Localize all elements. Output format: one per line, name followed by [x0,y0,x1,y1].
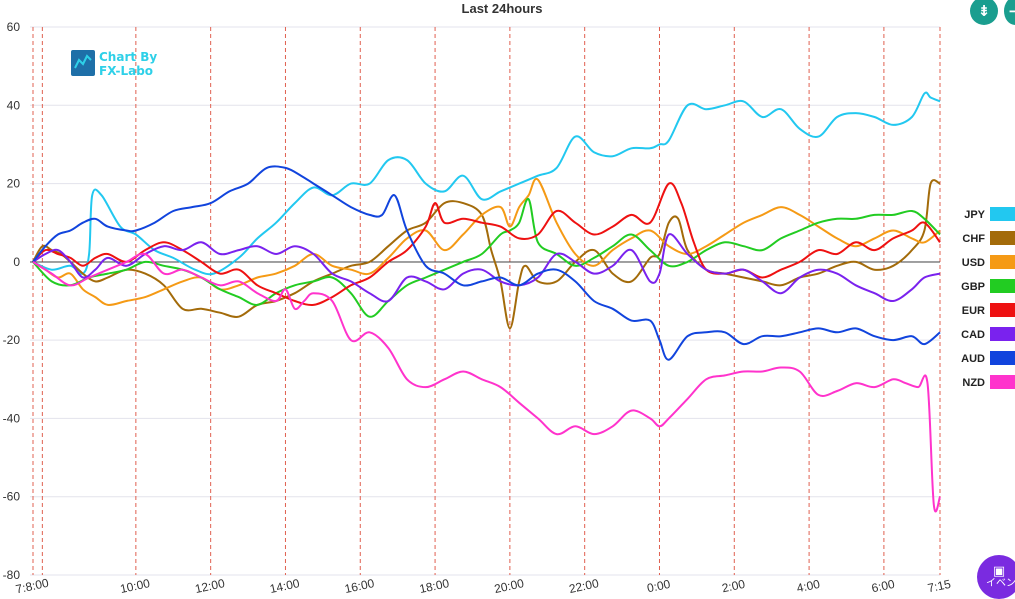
series-line-aud [32,165,941,361]
legend-label-aud: AUD [961,353,985,365]
legend-swatch-eur [990,303,1015,317]
y-tick-label: -80 [3,568,21,582]
event-button-label: イベン [986,578,1015,589]
y-tick-label: 60 [7,20,21,34]
x-tick-label: 7:15 [926,577,952,596]
legend-label-chf: CHF [962,233,985,245]
series-line-nzd [32,252,941,513]
x-tick-label: 6:00 [870,577,896,596]
series-line-eur [32,182,941,307]
y-tick-label: -60 [3,490,21,504]
x-axis: 7:8:00 10:00 12:00 14:00 16:00 18:00 20:00 22:0… [14,576,952,597]
legend-label-cad: CAD [961,329,985,341]
legend: JPY CHF USD GBP EUR CAD AUD NZD [961,207,1015,389]
time-markers [32,27,941,575]
compress-icon: ⇟ [977,2,991,20]
legend-swatch-gbp [990,279,1015,293]
legend-swatch-chf [990,231,1015,245]
legend-label-gbp: GBP [961,281,985,293]
event-button[interactable]: ▣ イベン [977,555,1015,599]
x-tick-label: 22:00 [568,576,601,596]
series-line-usd [32,177,941,306]
legend-label-jpy: JPY [964,209,985,221]
x-tick-label: 0:00 [646,577,672,596]
gridlines [30,26,940,576]
legend-label-eur: EUR [962,305,985,317]
series-line-chf [32,179,941,330]
logo-line1: Chart By [99,50,157,64]
series-lines [32,91,941,513]
legend-swatch-nzd [990,375,1015,389]
legend-swatch-cad [990,327,1015,341]
x-tick-label: 7:8:00 [14,576,50,597]
x-tick-label: 18:00 [418,576,451,596]
y-tick-label: 0 [13,255,20,269]
chart-title: Last 24hours [462,1,543,16]
x-tick-label: 4:00 [795,577,821,596]
legend-swatch-jpy [990,207,1015,221]
logo-line2: FX-Labo [99,64,153,78]
calendar-icon: ▣ [992,564,1006,579]
y-tick-label: 40 [7,98,21,112]
legend-label-nzd: NZD [962,377,985,389]
x-tick-label: 14:00 [268,576,301,596]
y-axis: 60 40 20 0 -20 -40 -60 -80 [3,20,21,582]
y-tick-label: -40 [3,411,21,425]
series-line-cad [32,233,941,303]
y-tick-label: -20 [3,333,21,347]
y-tick-label: 20 [7,177,21,191]
x-tick-label: 2:00 [721,577,747,596]
logo-chart-icon [74,54,92,69]
compress-button[interactable]: ⇟ [970,0,998,25]
x-tick-label: 20:00 [493,576,526,596]
x-tick-label: 12:00 [194,576,227,596]
legend-label-usd: USD [962,257,985,269]
legend-swatch-aud [990,351,1015,365]
fx-labo-logo: Chart By FX-Labo [71,50,157,78]
expand-button[interactable]: ⇥ [1004,0,1015,25]
x-tick-label: 16:00 [343,576,376,596]
legend-swatch-usd [990,255,1015,269]
expand-icon: ⇥ [1008,2,1015,20]
x-tick-label: 10:00 [119,576,152,596]
